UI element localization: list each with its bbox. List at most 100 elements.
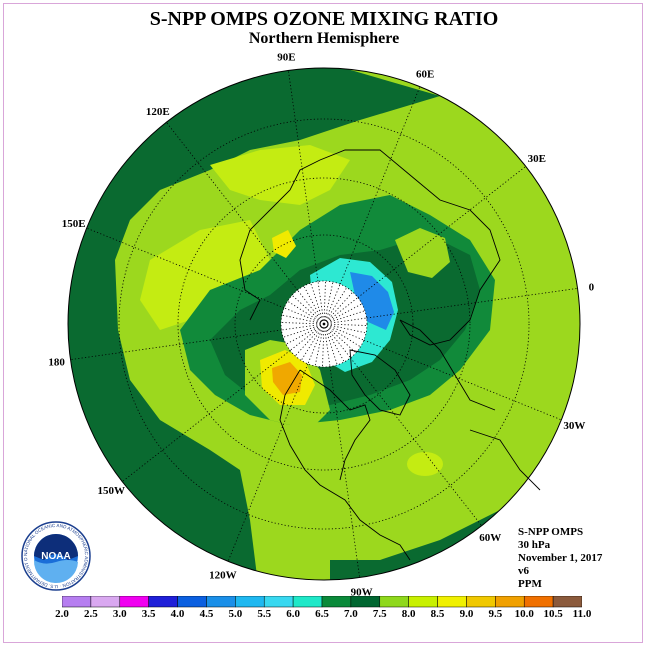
colorbar (62, 596, 582, 608)
colorbar-label: 2.0 (55, 608, 69, 620)
polar-meridian-240 (307, 323, 325, 365)
polar-meridian-230 (300, 323, 325, 361)
polar-meridian-250 (314, 323, 325, 367)
polar-meridian-20 (323, 303, 363, 325)
colorbar-label: 6.5 (315, 608, 329, 620)
polar-meridian-180 (281, 323, 325, 331)
meridian-180 (70, 329, 282, 361)
polar-meridian-340 (323, 323, 367, 334)
colorbar-swatch (235, 596, 265, 608)
colorbar-swatch (206, 596, 236, 608)
colorbar-swatch (437, 596, 467, 608)
polar-meridian-90 (317, 281, 325, 325)
polar-meridian-60 (323, 283, 341, 325)
field-light-green-europe (395, 228, 450, 278)
colorbar-swatch (119, 596, 149, 608)
polar-meridian-110 (303, 285, 325, 325)
map-subtitle: Northern Hemisphere (248, 30, 400, 47)
polar-meridian-320 (323, 323, 361, 348)
colorbar-label: 10.5 (543, 608, 563, 620)
field-orange-canada (272, 362, 302, 395)
polar-meridian-200 (285, 323, 325, 345)
page-frame (3, 3, 643, 643)
polar-meridian-10 (323, 310, 366, 325)
polar-meridian-160 (281, 314, 325, 325)
colorbar-label: 11.0 (572, 608, 592, 620)
polar-meridian-40 (323, 291, 354, 325)
europe-coast (399, 319, 496, 411)
field-blue-low (350, 272, 394, 330)
colorbar-swatch (523, 596, 554, 608)
polar-meridian-210 (289, 323, 325, 351)
info-instrument: S-NPP OMPS (518, 526, 584, 538)
colorbar-label: 7.5 (372, 608, 387, 620)
info-date: November 1, 2017 (518, 552, 603, 564)
meridian-0 (366, 287, 578, 319)
polar-meridian-50 (323, 287, 348, 325)
longitude-label: 30E (528, 153, 546, 165)
lat-circle-20 (118, 118, 530, 530)
colorbar-swatch (350, 596, 381, 608)
meridian-330 (363, 339, 562, 421)
longitude-label: 150E (62, 218, 86, 230)
north-america-coast (279, 369, 411, 561)
info-version: v6 (518, 565, 529, 577)
meridian-270 (329, 366, 361, 578)
colorbar-label: 5.0 (228, 608, 243, 620)
colorbar-label: 3.5 (141, 608, 156, 620)
meridian-240 (227, 363, 309, 562)
field-yellow-green-pacific (140, 220, 270, 330)
colorbar-swatch (466, 596, 496, 608)
field-yellow-asia (272, 230, 296, 258)
colorbar-swatch (148, 596, 178, 608)
polar-meridian-100 (310, 282, 325, 325)
polar-meridian-310 (323, 323, 357, 354)
polar-meridian-280 (323, 323, 338, 366)
ozone-field (68, 68, 580, 580)
logo-text: NOAA (41, 551, 70, 562)
colorbar-swatch (177, 596, 207, 608)
info-level: 30 hPa (518, 539, 551, 551)
polar-meridian-270 (323, 323, 331, 367)
polar-meridian-260 (322, 323, 325, 367)
colorbar-label: 8.0 (401, 608, 416, 620)
logo-bird-icon (34, 534, 78, 560)
polar-meridian-30 (323, 297, 359, 325)
polar-meridian-350 (323, 323, 367, 326)
field-dark-green-pacific (68, 68, 440, 580)
longitude-label: 0 (589, 281, 595, 293)
polar-meridian-220 (294, 323, 325, 357)
polar-meridian-130 (291, 294, 325, 325)
polar-meridian-0 (323, 317, 367, 325)
colorbar-label: 8.5 (430, 608, 445, 620)
lat-circle-60 (234, 234, 414, 414)
longitude-label: 150W (97, 485, 125, 497)
colorbar-label: 9.0 (459, 608, 474, 620)
longitude-label: 120W (209, 569, 237, 581)
polar-meridian-190 (282, 323, 325, 338)
africa-coast (469, 429, 541, 491)
colorbar-swatch (263, 596, 294, 608)
meridian-150 (86, 227, 285, 309)
map-boundary (67, 67, 581, 581)
colorbar-label: 3.0 (112, 608, 127, 620)
polar-meridian-120 (297, 289, 325, 325)
lat-circle-40 (177, 177, 471, 471)
colorbar-swatch (321, 596, 352, 608)
longitude-label: 90W (351, 586, 373, 598)
greenland-coast (349, 349, 411, 416)
polar-meridian-170 (281, 322, 325, 325)
longitude-label: 60W (479, 532, 501, 544)
meridian-300 (350, 357, 482, 526)
polar-meridian-140 (287, 300, 325, 325)
info-units: PPM (518, 578, 542, 590)
longitude-labels: 90E 60E 30E 0 30W 60W 90W 120W 150W 180 150E 120E (48, 52, 594, 599)
colorbar-swatch (552, 596, 582, 608)
colorbar-label: 2.5 (84, 608, 98, 620)
eurasia-coast (249, 149, 501, 346)
colorbar-swatch (292, 596, 323, 608)
colorbar-swatch (90, 596, 121, 608)
colorbar-label: 9.5 (488, 608, 503, 620)
